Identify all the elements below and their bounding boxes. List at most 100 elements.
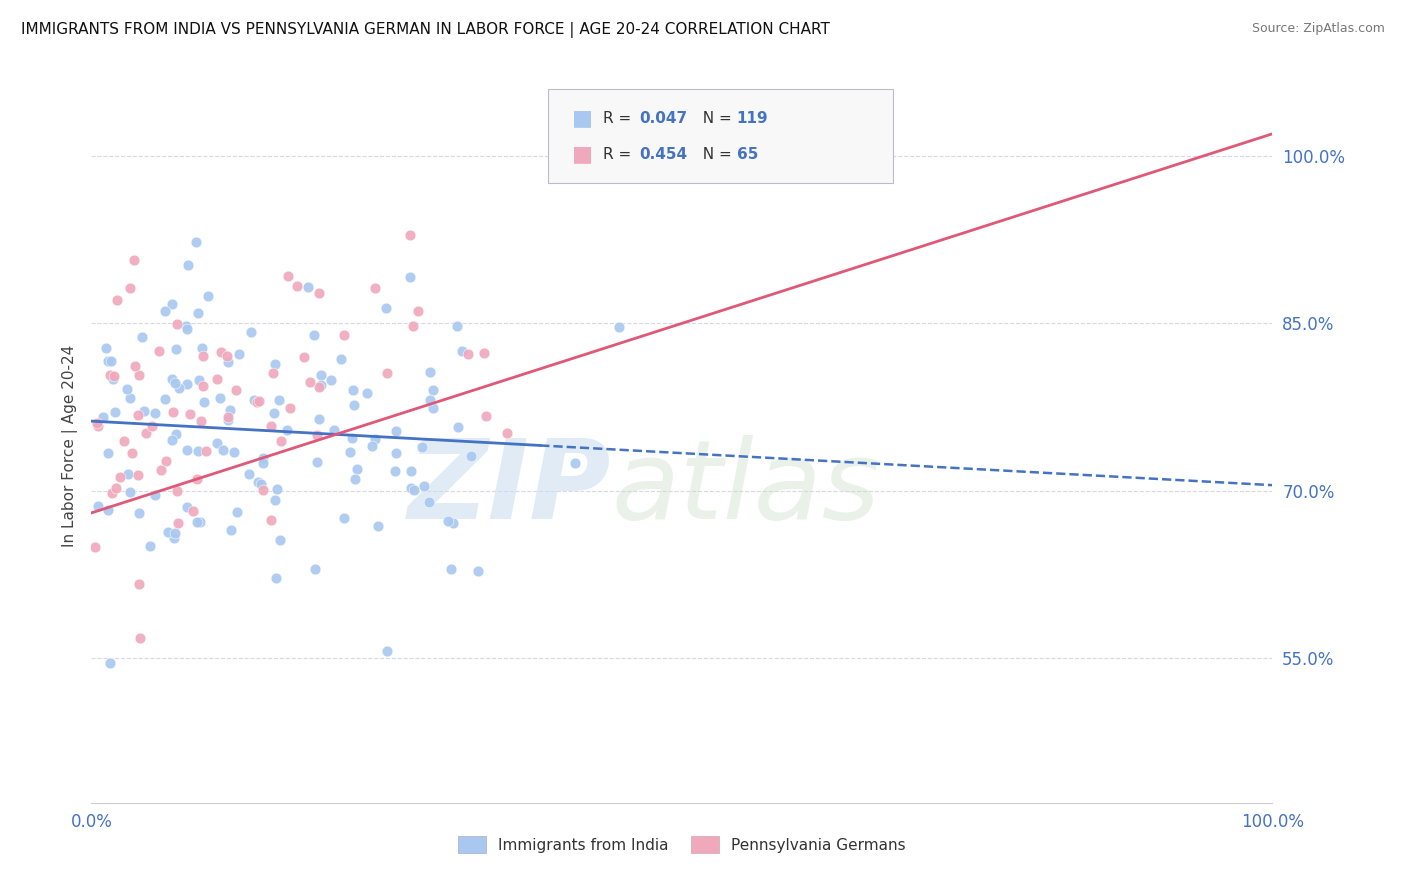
Point bbox=[242, 392, 264, 407]
Point bbox=[184, 235, 207, 249]
Point bbox=[190, 414, 212, 428]
Text: Source: ZipAtlas.com: Source: ZipAtlas.com bbox=[1251, 22, 1385, 36]
Point bbox=[356, 385, 378, 400]
Point bbox=[105, 293, 128, 307]
Point bbox=[153, 304, 176, 318]
Point bbox=[436, 514, 458, 528]
Point bbox=[246, 395, 269, 409]
Point bbox=[128, 506, 150, 520]
Point bbox=[131, 330, 153, 344]
Point bbox=[139, 539, 162, 553]
Point bbox=[460, 449, 482, 463]
Point bbox=[385, 446, 408, 460]
Point bbox=[176, 443, 198, 458]
Point bbox=[101, 485, 124, 500]
Point bbox=[176, 377, 198, 392]
Y-axis label: In Labor Force | Age 20-24: In Labor Force | Age 20-24 bbox=[62, 345, 77, 547]
Text: R =: R = bbox=[603, 147, 637, 161]
Point bbox=[457, 347, 479, 361]
Point bbox=[188, 373, 211, 387]
Point bbox=[148, 343, 170, 358]
Point bbox=[307, 428, 329, 442]
Point bbox=[186, 516, 208, 530]
Point bbox=[450, 344, 472, 359]
Point bbox=[319, 373, 342, 387]
Point bbox=[212, 442, 235, 457]
Point bbox=[252, 450, 274, 465]
Point bbox=[263, 406, 285, 420]
Point bbox=[440, 562, 463, 576]
Point bbox=[399, 269, 422, 284]
Point bbox=[377, 366, 399, 380]
Point bbox=[219, 403, 242, 417]
Point bbox=[308, 380, 330, 394]
Point bbox=[418, 495, 440, 509]
Point bbox=[155, 454, 177, 468]
Point bbox=[564, 456, 586, 470]
Point bbox=[165, 426, 187, 441]
Point bbox=[249, 394, 271, 409]
Point bbox=[179, 407, 201, 421]
Point bbox=[269, 533, 291, 548]
Legend: Immigrants from India, Pennsylvania Germans: Immigrants from India, Pennsylvania Germ… bbox=[453, 830, 911, 859]
Point bbox=[118, 484, 141, 499]
Text: 0.454: 0.454 bbox=[640, 147, 688, 161]
Point bbox=[97, 502, 120, 516]
Point bbox=[205, 372, 228, 386]
Text: ■: ■ bbox=[572, 109, 593, 128]
Point bbox=[385, 424, 408, 438]
Point bbox=[333, 511, 356, 525]
Point bbox=[343, 398, 366, 412]
Point bbox=[309, 377, 332, 392]
Point bbox=[141, 418, 163, 433]
Point bbox=[419, 393, 441, 408]
Point bbox=[219, 523, 242, 537]
Point bbox=[193, 379, 215, 393]
Point bbox=[441, 516, 464, 530]
Point bbox=[165, 376, 187, 391]
Point bbox=[103, 405, 125, 419]
Text: ■: ■ bbox=[572, 145, 593, 164]
Point bbox=[402, 318, 425, 333]
Point bbox=[467, 564, 489, 578]
Point bbox=[157, 525, 180, 540]
Point bbox=[344, 472, 367, 486]
Point bbox=[308, 412, 330, 426]
Point bbox=[367, 519, 389, 533]
Point bbox=[84, 541, 107, 555]
Point bbox=[399, 481, 422, 495]
Point bbox=[127, 468, 149, 483]
Point bbox=[411, 440, 433, 454]
Point bbox=[120, 391, 142, 405]
Point bbox=[339, 445, 361, 459]
Point bbox=[128, 368, 150, 383]
Point bbox=[270, 434, 292, 449]
Point bbox=[188, 516, 211, 530]
Point bbox=[166, 483, 188, 498]
Point bbox=[127, 408, 149, 422]
Point bbox=[375, 301, 398, 315]
Point bbox=[122, 252, 145, 267]
Point bbox=[422, 401, 444, 415]
Point bbox=[191, 349, 214, 363]
Point bbox=[217, 409, 239, 424]
Point bbox=[472, 346, 495, 360]
Point bbox=[323, 423, 346, 437]
Point bbox=[342, 431, 364, 445]
Point bbox=[276, 423, 298, 437]
Point bbox=[86, 417, 108, 431]
Point bbox=[104, 481, 127, 495]
Point bbox=[412, 478, 434, 492]
Point bbox=[163, 531, 186, 545]
Point bbox=[252, 483, 274, 498]
Point bbox=[150, 462, 173, 476]
Point bbox=[167, 516, 190, 530]
Point bbox=[194, 443, 217, 458]
Point bbox=[277, 268, 299, 283]
Text: R =: R = bbox=[603, 112, 637, 126]
Point bbox=[101, 372, 124, 386]
Point bbox=[181, 504, 204, 518]
Point bbox=[252, 456, 274, 470]
Point bbox=[186, 472, 208, 486]
Point bbox=[166, 342, 188, 356]
